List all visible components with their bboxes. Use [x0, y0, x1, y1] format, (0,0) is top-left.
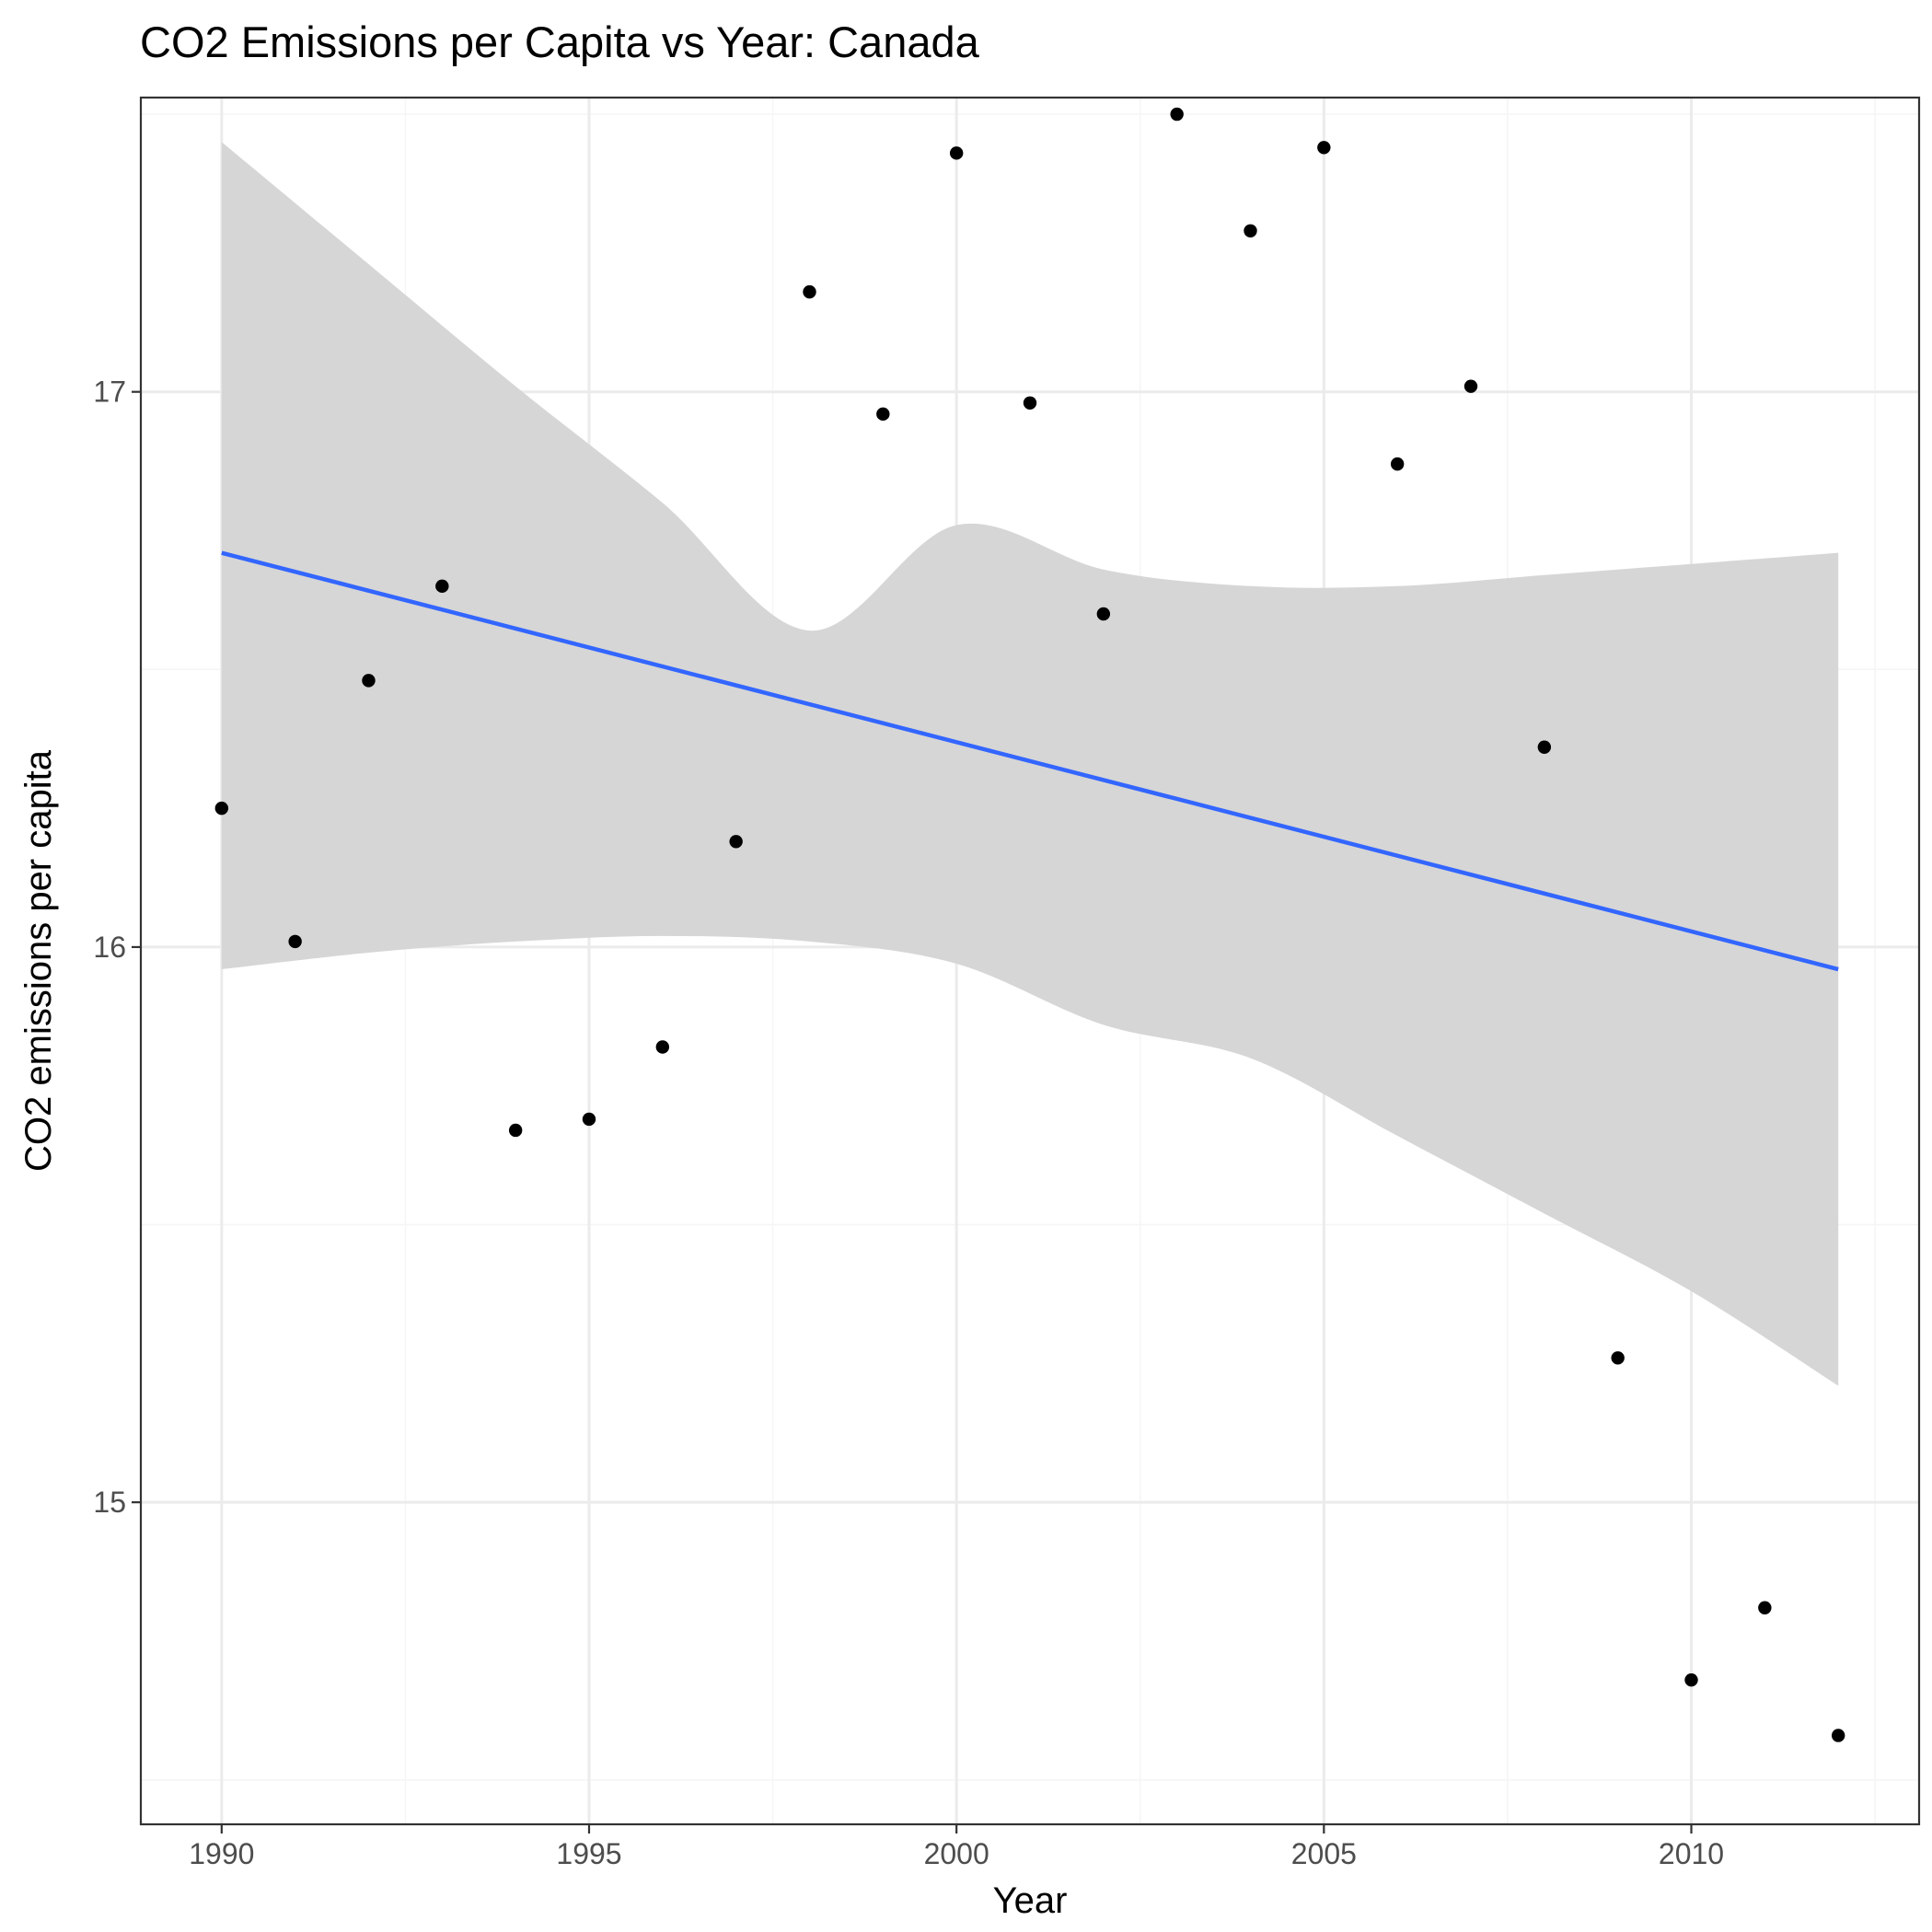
- axes: 1990 1995 2000 2005 2010 15 16 17: [93, 376, 1724, 1870]
- y-axis-title: CO2 emissions per capita: [18, 749, 59, 1172]
- data-point: [582, 1112, 596, 1127]
- data-point: [1023, 396, 1037, 410]
- y-tick-label: 16: [93, 931, 126, 964]
- data-point: [214, 801, 229, 816]
- data-point: [1317, 141, 1331, 155]
- confidence-band-layer: [221, 142, 1839, 1386]
- data-point: [362, 674, 376, 688]
- x-tick-label: 1995: [556, 1837, 621, 1870]
- data-point: [729, 835, 743, 849]
- data-points: [214, 107, 1845, 1742]
- panel-border: [139, 96, 1921, 1826]
- data-point: [1244, 224, 1257, 237]
- data-point: [1831, 1729, 1845, 1742]
- data-point: [1758, 1601, 1772, 1614]
- data-point: [803, 284, 816, 299]
- y-tick-label: 15: [93, 1486, 126, 1519]
- x-tick-label: 2005: [1291, 1837, 1357, 1870]
- data-point: [1390, 457, 1405, 471]
- data-point: [435, 579, 449, 594]
- data-point: [655, 1040, 670, 1054]
- data-point: [1096, 607, 1111, 621]
- data-point: [1684, 1672, 1698, 1687]
- x-tick-label: 1990: [189, 1837, 254, 1870]
- x-tick-label: 2000: [924, 1837, 989, 1870]
- data-point: [1170, 107, 1184, 121]
- regression-line-layer: [221, 550, 1839, 972]
- x-axis-title: Year: [993, 1880, 1068, 1921]
- chart-title: CO2 Emissions per Capita vs Year: Canada: [140, 17, 980, 66]
- data-point: [288, 934, 302, 949]
- data-point: [1537, 740, 1552, 754]
- data-point: [1463, 379, 1478, 393]
- data-point: [876, 407, 890, 422]
- regression-line: [221, 550, 1839, 972]
- confidence-band: [221, 142, 1839, 1386]
- data-point: [1611, 1351, 1625, 1365]
- x-tick-label: 2010: [1659, 1837, 1724, 1870]
- data-point: [508, 1123, 523, 1138]
- y-tick-label: 17: [93, 376, 126, 409]
- data-point: [949, 146, 964, 160]
